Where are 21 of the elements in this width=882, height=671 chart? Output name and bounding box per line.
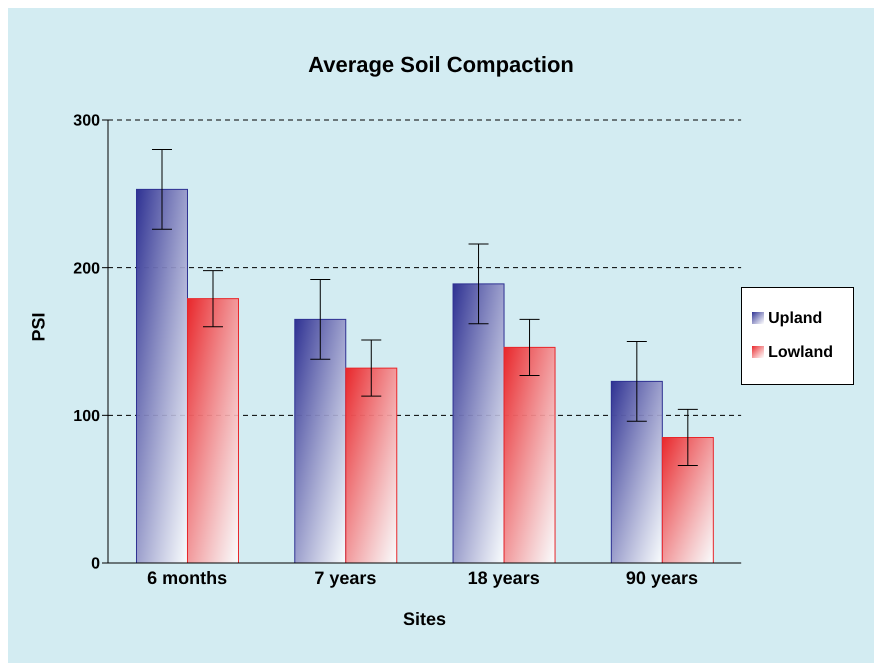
x-tick-label: 18 years (468, 568, 540, 588)
x-axis-title: Sites (403, 609, 446, 629)
x-tick-label: 7 years (314, 568, 376, 588)
y-tick-label: 0 (91, 556, 100, 573)
legend-label: Upland (768, 310, 822, 326)
x-tick-label: 6 months (147, 568, 228, 588)
y-tick-label: 300 (73, 112, 100, 130)
bar (610, 380, 663, 563)
chart-title: Average Soil Compaction (307, 52, 575, 78)
legend-label: Lowland (768, 344, 833, 360)
bar (345, 368, 398, 563)
bar (136, 188, 188, 563)
bar (294, 318, 346, 563)
bar (504, 346, 556, 563)
x-tick-label: 90 years (626, 568, 698, 588)
y-axis-title: PSI (28, 312, 48, 342)
bar (452, 283, 505, 563)
bar (662, 436, 714, 563)
y-tick-label: 100 (73, 408, 100, 426)
y-tick-label: 200 (73, 260, 100, 278)
bar (186, 298, 239, 563)
